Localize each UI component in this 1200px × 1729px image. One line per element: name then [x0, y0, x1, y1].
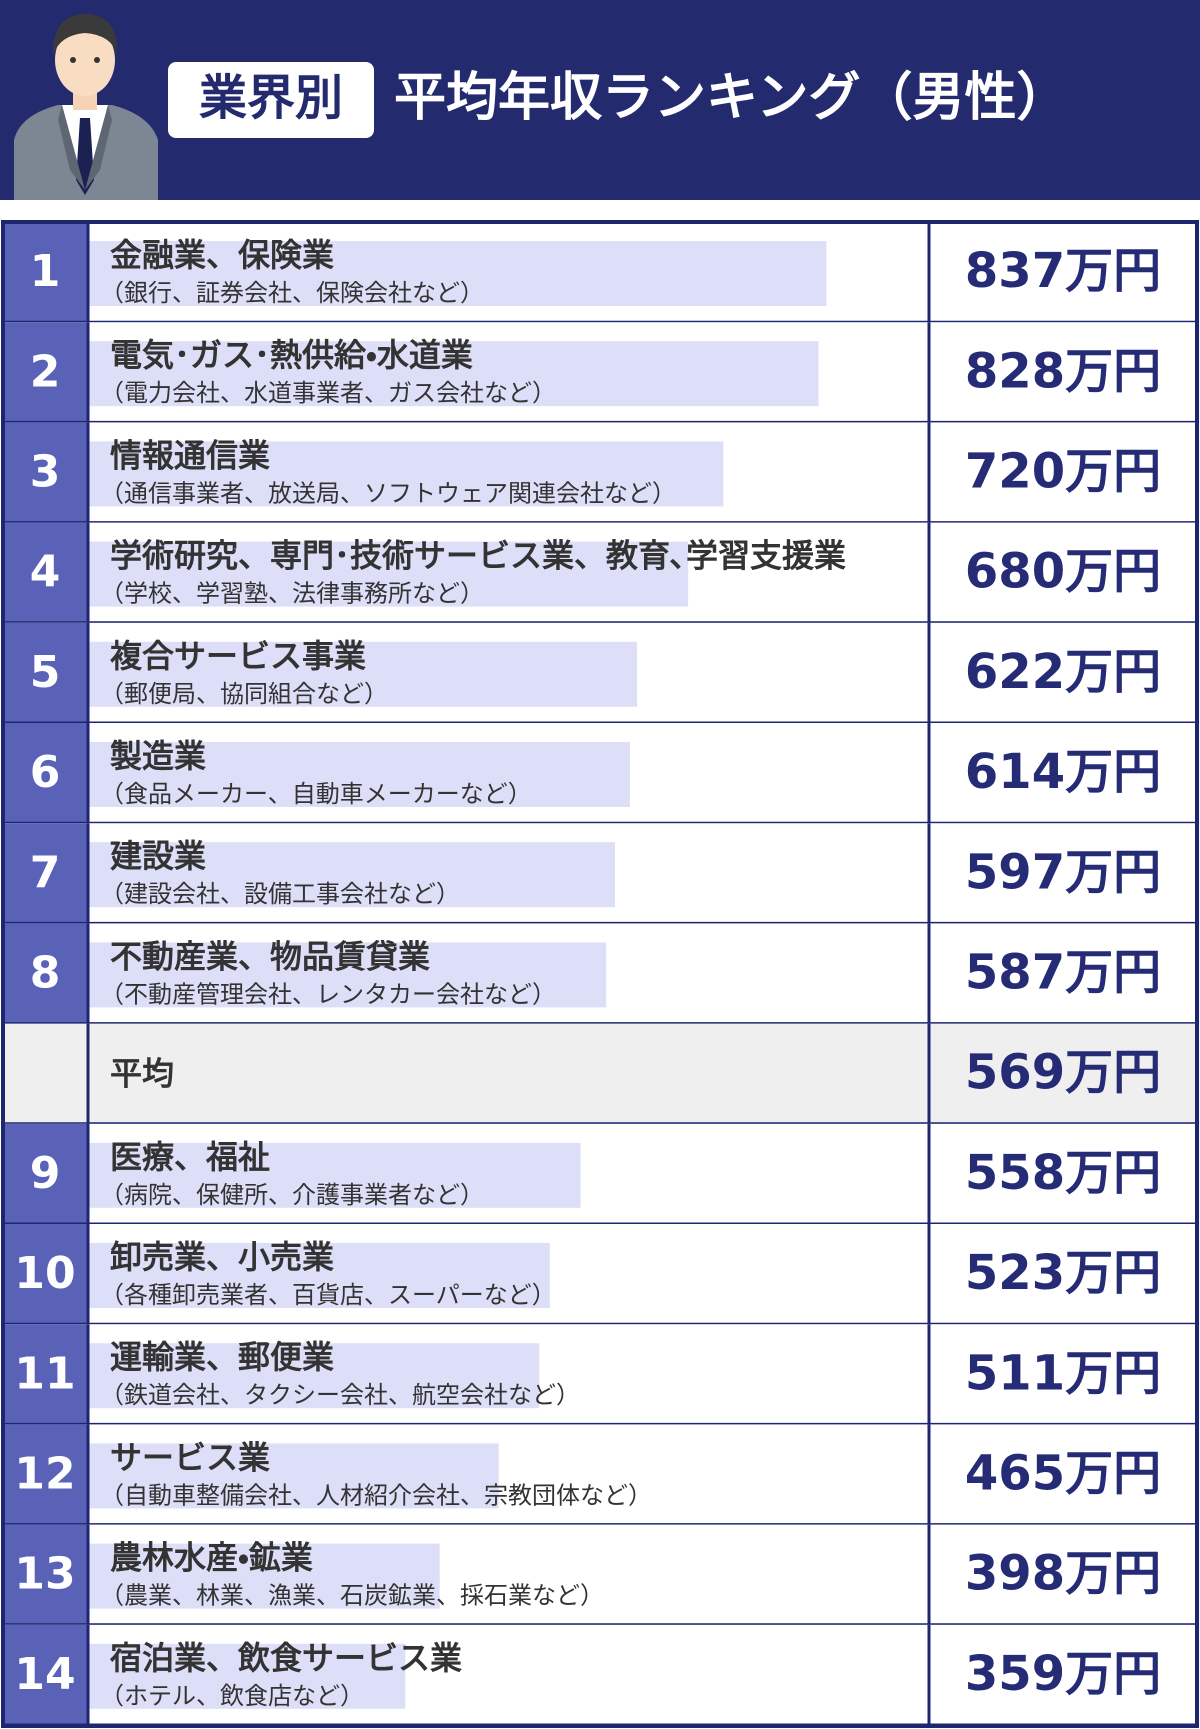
category-description: （自動車整備会社、人材紹介会社、宗教団体など）	[100, 1481, 652, 1509]
category-description: （銀行、証券会社、保険会社など）	[100, 279, 484, 307]
bar	[89, 1243, 550, 1308]
value-label: 720万円	[965, 444, 1161, 500]
rank: 7	[30, 847, 61, 898]
value-label: 614万円	[965, 744, 1161, 800]
category-description: （電力会社、水道事業者、ガス会社など）	[100, 379, 556, 407]
rank-cell	[3, 1624, 88, 1725]
rank-cell	[3, 923, 88, 1024]
rank-cell	[3, 723, 88, 824]
category-name: 情報通信業	[110, 436, 270, 474]
rank-cell	[3, 823, 88, 924]
category-description: （建設会社、設備工事会社など）	[100, 880, 460, 908]
category-description: （鉄道会社、タクシー会社、航空会社など）	[100, 1381, 580, 1409]
bar	[89, 1443, 499, 1509]
category-name: 宿泊業、飲食サービス業	[109, 1639, 462, 1677]
rank: 8	[30, 948, 61, 999]
bar	[89, 341, 819, 407]
value-label: 465万円	[965, 1446, 1161, 1502]
value-label: 558万円	[965, 1145, 1161, 1201]
rank: 5	[30, 647, 61, 698]
bar	[89, 1643, 406, 1709]
rank-cell	[3, 1123, 88, 1224]
rank: 6	[30, 747, 61, 798]
value-label: 523万円	[965, 1245, 1161, 1301]
rank: 3	[30, 447, 61, 498]
person-icon	[14, 14, 158, 200]
value-label: 569万円	[965, 1045, 1161, 1101]
bar	[89, 842, 615, 908]
rank-cell	[3, 622, 88, 723]
rank: 10	[14, 1248, 75, 1299]
category-description: （郵便局、協同組合など）	[100, 680, 388, 708]
chart-title: 平均年収ランキング（男性）	[394, 68, 1068, 128]
rank: 2	[30, 346, 61, 397]
table-frame	[1, 220, 1199, 1728]
category-name: 建設業	[110, 837, 206, 875]
bar	[89, 1142, 581, 1208]
value-label: 837万円	[965, 243, 1161, 299]
bar	[89, 441, 724, 507]
category-description: （通信事業者、放送局、ソフトウェア関連会社など）	[100, 479, 676, 507]
bar	[89, 942, 607, 1008]
category-name: 製造業	[110, 737, 206, 775]
value-label: 597万円	[965, 844, 1161, 900]
category-name: 複合サービス事業	[110, 637, 366, 675]
category-name: サービス業	[110, 1438, 270, 1476]
category-description: （農業、林業、漁業、石炭鉱業、採石業など）	[100, 1582, 604, 1610]
value-label: 511万円	[965, 1345, 1161, 1401]
bar	[89, 541, 689, 607]
row-bg	[3, 1023, 1197, 1124]
category-name: 医療、福祉	[110, 1138, 270, 1176]
category-name: 卸売業、小売業	[110, 1238, 334, 1276]
bar	[89, 742, 630, 807]
category-description: （ホテル、飲食店など）	[100, 1682, 364, 1710]
category-name: 農林水産・鉱業	[110, 1539, 313, 1577]
rank-cell	[3, 322, 88, 423]
rank-cell	[3, 422, 88, 523]
bar	[89, 241, 827, 306]
category-description: （不動産管理会社、レンタカー会社など）	[100, 980, 556, 1008]
bar	[89, 1343, 540, 1409]
rank: 12	[14, 1449, 75, 1500]
value-label: 359万円	[965, 1646, 1161, 1702]
rank: 14	[14, 1649, 75, 1700]
category-description: （病院、保健所、介護事業者など）	[100, 1181, 484, 1209]
rank-cell	[3, 222, 88, 323]
rank-cell	[3, 522, 88, 623]
category-name: 学術研究、専門･技術サービス業、教育､学習支援業	[110, 537, 846, 575]
rank: 1	[30, 246, 61, 297]
category-description: （学校、学習塾、法律事務所など）	[100, 580, 484, 608]
bar	[89, 1543, 440, 1609]
rank-cell	[3, 1524, 88, 1625]
rank: 4	[30, 547, 61, 598]
rank-cell	[3, 1324, 88, 1425]
bar	[89, 641, 637, 707]
category-name: 平均	[110, 1055, 174, 1093]
rank: 9	[30, 1148, 61, 1199]
value-label: 587万円	[965, 945, 1161, 1001]
category-description: （食品メーカー、自動車メーカーなど）	[100, 780, 532, 808]
category-name: 不動産業、物品賃貸業	[110, 937, 430, 975]
value-label: 398万円	[965, 1546, 1161, 1602]
rank-cell	[3, 1224, 88, 1325]
category-name: 電気･ガス･熱供給・水道業	[110, 336, 473, 374]
category-description: （各種卸売業者、百貨店、スーパーなど）	[100, 1281, 556, 1309]
rank: 11	[14, 1348, 75, 1399]
title-tag-box	[168, 62, 374, 138]
category-name: 金融業、保険業	[110, 236, 334, 274]
value-label: 622万円	[965, 644, 1161, 700]
value-label: 680万円	[965, 544, 1161, 600]
rank: 13	[14, 1549, 75, 1600]
rank-cell	[3, 1424, 88, 1525]
value-label: 828万円	[965, 343, 1161, 399]
title-tag: 業界別	[199, 70, 343, 126]
category-name: 運輸業、郵便業	[110, 1338, 334, 1376]
